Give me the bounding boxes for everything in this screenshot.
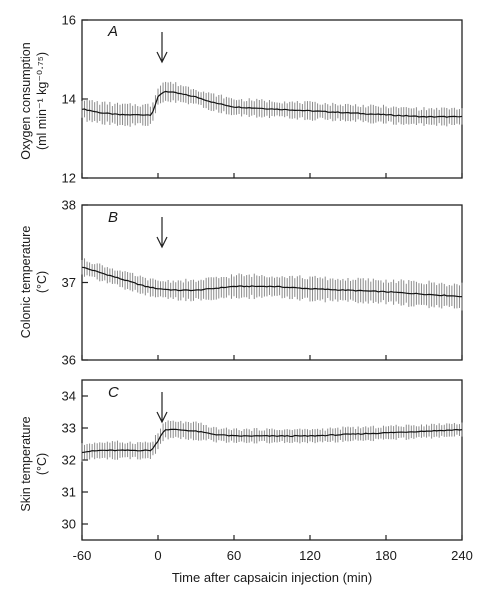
panel-c-ytick-label: 33 xyxy=(62,421,76,436)
panel-b-ytick-label: 37 xyxy=(62,275,76,290)
panel-b-ylabel-line1: Colonic temperature xyxy=(19,226,33,339)
panel-a-ylabel-line2: (ml min⁻¹ kg⁻⁰·⁷⁵) xyxy=(35,52,49,150)
panel-a-ylabel-line1: Oxygen consumption xyxy=(19,42,33,159)
panel-a-frame xyxy=(81,19,463,179)
panel-b-ylabel-line2: (°C) xyxy=(35,271,49,293)
panel-c: Skin temperature (°C) C xyxy=(19,384,119,512)
panel-c-ytick-label: 30 xyxy=(62,517,76,532)
panel-a-ytick-label: 14 xyxy=(62,92,76,107)
panel-a: Oxygen consumption (ml min⁻¹ kg⁻⁰·⁷⁵) A xyxy=(19,23,118,160)
panel-a-injection-arrow xyxy=(156,32,168,64)
x-axis-label: Time after capsaicin injection (min) xyxy=(172,570,372,585)
x-tick-label: 240 xyxy=(451,548,473,563)
panel-c-ytick-label: 32 xyxy=(62,453,76,468)
panel-b-letter: B xyxy=(108,209,118,226)
panel-a-plot: 12 14 16 xyxy=(62,13,463,186)
panel-c-ylabel-line1: Skin temperature xyxy=(19,416,33,511)
panel-a-letter: A xyxy=(107,23,118,40)
panel-a-ytick-label: 16 xyxy=(62,13,76,28)
panel-b-plot: 36 37 38 xyxy=(62,198,463,368)
panel-a-ytick-label: 12 xyxy=(62,171,76,186)
panel-b: Colonic temperature (°C) B xyxy=(19,209,118,338)
panel-b-ytick-label: 38 xyxy=(62,198,76,213)
x-tick-label: 0 xyxy=(154,548,161,563)
panel-b-mean-line xyxy=(81,266,463,298)
panel-b-ytick-label: 36 xyxy=(62,353,76,368)
panel-c-ylabel-line2: (°C) xyxy=(35,453,49,475)
panel-a-mean-line xyxy=(81,90,463,118)
x-tick-label: 60 xyxy=(227,548,241,563)
panel-c-ytick-label: 34 xyxy=(62,389,76,404)
panel-c-mean-line xyxy=(81,428,463,454)
x-tick-label: 180 xyxy=(375,548,397,563)
x-tick-label: 120 xyxy=(299,548,321,563)
panel-c-ytick-label: 31 xyxy=(62,485,76,500)
plot-layer: 12 14 16 36 37 38 30 31 32 33 34 -60 0 60 120 180 240 xyxy=(62,13,473,564)
x-tick-label: -60 xyxy=(73,548,92,563)
panel-c-plot: 30 31 32 33 34 -60 0 60 120 180 240 xyxy=(62,379,473,563)
panel-b-injection-arrow xyxy=(156,217,168,249)
panel-c-injection-arrow xyxy=(156,392,168,424)
panel-c-letter: C xyxy=(108,384,119,401)
panel-c-frame xyxy=(81,379,463,541)
